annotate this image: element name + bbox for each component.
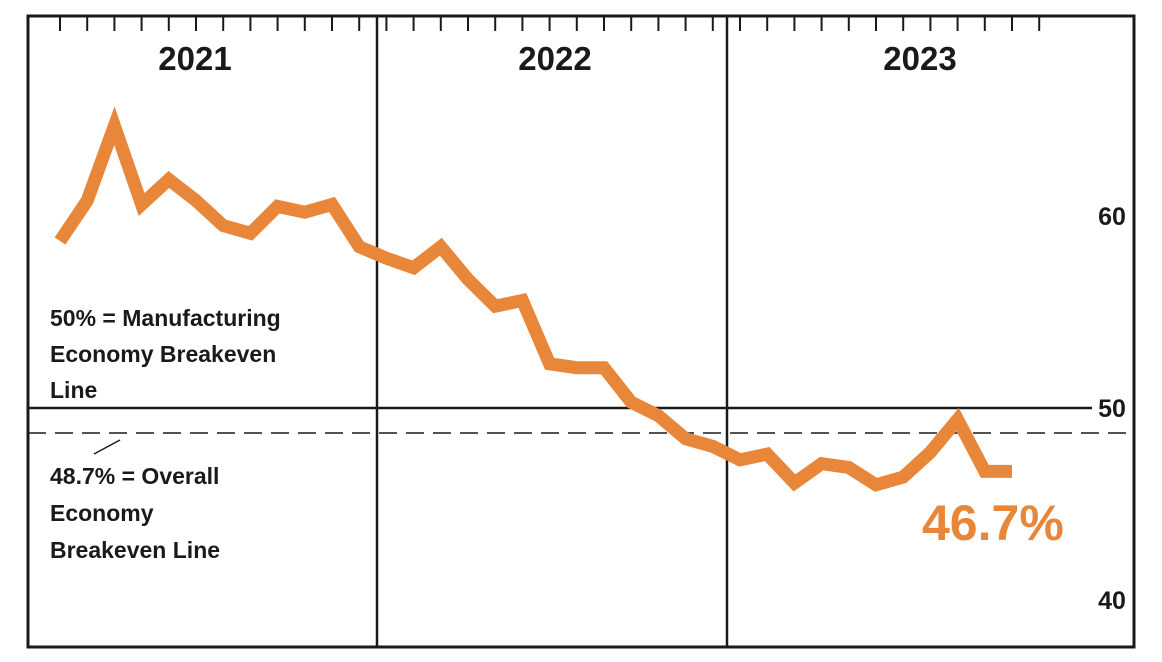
overall-note-line-2: Economy: [50, 500, 154, 526]
manufacturing-note-line-1: 50% = Manufacturing: [50, 305, 281, 331]
manufacturing-breakeven-note: 50% = Manufacturing Economy Breakeven Li…: [50, 305, 281, 403]
manufacturing-note-line-2: Economy Breakeven: [50, 341, 276, 367]
overall-breakeven-note: 48.7% = Overall Economy Breakeven Line: [50, 439, 220, 563]
y-tick-label-50: 50: [1098, 395, 1126, 423]
overall-note-leader: [93, 439, 121, 455]
year-label-2022: 2022: [518, 40, 591, 77]
y-tick-label-40: 40: [1098, 587, 1126, 615]
overall-note-line-3: Breakeven Line: [50, 537, 220, 563]
last-value-callout: 46.7%: [922, 495, 1064, 551]
year-labels: 2021 2022 2023: [158, 40, 956, 77]
month-ticks: [59, 17, 1041, 31]
year-dividers: [375, 16, 729, 647]
y-tick-label-60: 60: [1098, 203, 1126, 231]
overall-note-line-1: 48.7% = Overall: [50, 463, 219, 489]
chart-frame: [26, 14, 1136, 649]
manufacturing-note-line-3: Line: [50, 377, 97, 403]
year-label-2021: 2021: [158, 40, 231, 77]
year-label-2023: 2023: [883, 40, 956, 77]
pmi-series-line: [54, 106, 1012, 492]
y-axis-labels: 60 50 40: [1098, 203, 1126, 615]
